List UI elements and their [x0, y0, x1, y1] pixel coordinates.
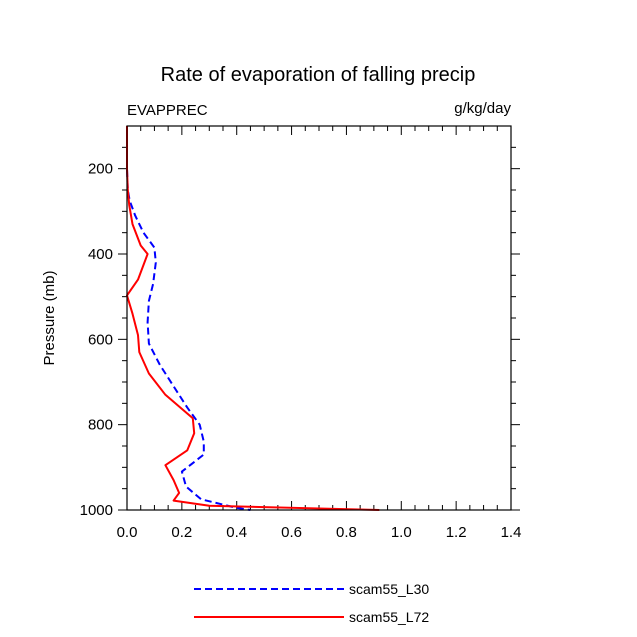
y-axis-label: Pressure (mb): [41, 270, 58, 365]
y-tick-label: 400: [88, 246, 113, 263]
series-line-scam55-l72: [126, 126, 380, 511]
x-tick-label: 0.0: [117, 524, 138, 541]
x-tick-label: 0.6: [281, 524, 302, 541]
series-line-scam55-l30: [126, 126, 251, 511]
y-tick-label: 200: [88, 161, 113, 178]
x-tick-labels: 0.0 0.2 0.4 0.6 0.8 1.0 1.2 1.4: [117, 524, 522, 541]
x-tick-label: 0.4: [226, 524, 247, 541]
plot-frame: [126, 125, 512, 511]
x-tick-label: 0.2: [171, 524, 192, 541]
y-tick-label: 1000: [80, 502, 113, 519]
legend: scam55_L30 scam55_L72: [194, 581, 429, 625]
variable-label: EVAPPREC: [127, 102, 208, 119]
plot-lines: [126, 126, 380, 511]
axis-ticks: [118, 126, 520, 511]
y-tick-label: 600: [88, 331, 113, 348]
x-tick-label: 1.0: [391, 524, 412, 541]
chart-title: Rate of evaporation of falling precip: [161, 64, 476, 86]
legend-label-scam55-l30: scam55_L30: [349, 581, 429, 597]
y-tick-labels: 200 400 600 800 1000: [80, 161, 113, 519]
y-tick-label: 800: [88, 417, 113, 434]
legend-label-scam55-l72: scam55_L72: [349, 609, 429, 625]
x-tick-label: 0.8: [336, 524, 357, 541]
units-label: g/kg/day: [454, 100, 511, 117]
x-tick-label: 1.4: [501, 524, 522, 541]
x-tick-label: 1.2: [446, 524, 467, 541]
